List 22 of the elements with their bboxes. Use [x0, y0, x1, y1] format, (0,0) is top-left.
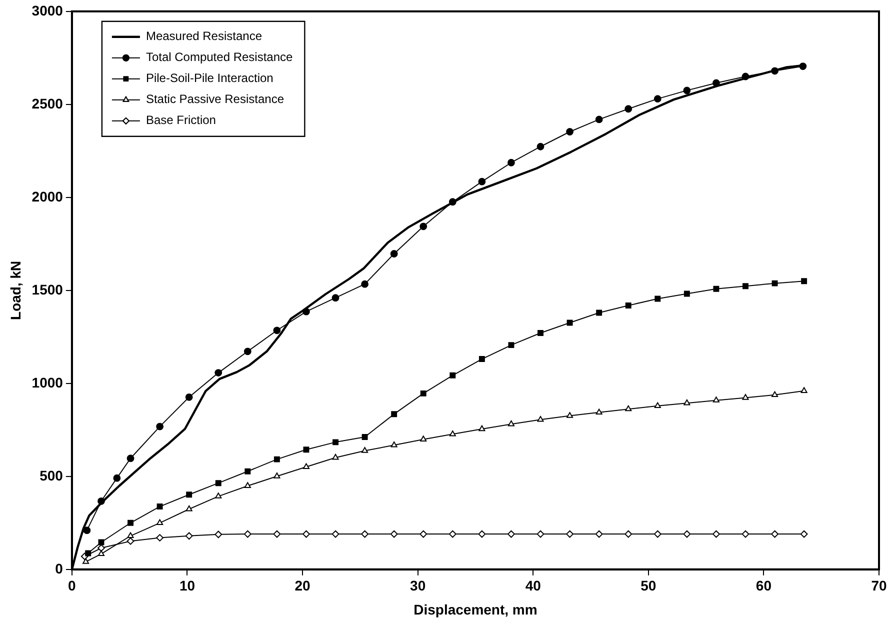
- x-tick-label: 70: [871, 578, 887, 594]
- x-tick-label: 0: [68, 578, 76, 594]
- y-tick-label: 1500: [32, 281, 64, 298]
- y-tick-label: 3000: [32, 2, 64, 18]
- x-tick-label: 30: [410, 578, 426, 594]
- y-tick-label: 1000: [32, 374, 64, 390]
- legend-label: Total Computed Resistance: [146, 50, 294, 64]
- x-tick-label: 50: [640, 578, 656, 594]
- legend-label: Pile-Soil-Pile Interaction: [146, 71, 274, 86]
- y-tick-label: 0: [55, 560, 64, 576]
- legend-label: Measured Resistance: [146, 29, 262, 44]
- y-tick-label: 2000: [32, 188, 64, 204]
- x-axis-title: Displacement, mm: [414, 601, 538, 618]
- x-tick-label: 60: [756, 578, 772, 594]
- y-axis-title: Load, kN: [7, 260, 24, 320]
- legend-label: Static Passive Resistance: [146, 92, 284, 106]
- x-tick-label: 10: [179, 578, 196, 594]
- x-tick-label: 20: [294, 578, 311, 594]
- x-tick-label: 40: [525, 578, 542, 594]
- legend-label: Base Friction: [146, 113, 216, 128]
- y-tick-label: 2500: [32, 95, 64, 112]
- y-tick-label: 500: [40, 467, 64, 484]
